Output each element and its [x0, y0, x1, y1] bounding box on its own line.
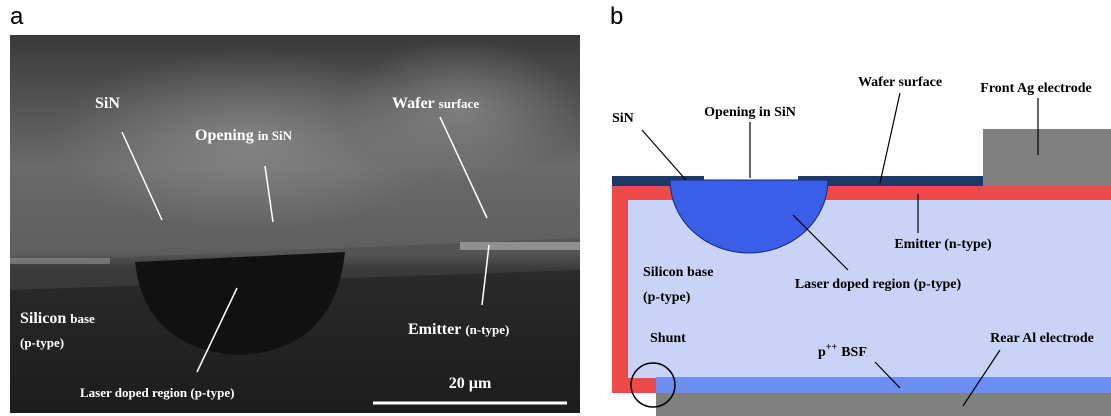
pointer: [880, 93, 900, 183]
label: Laser doped region (p-type): [80, 385, 234, 400]
label: Shunt: [650, 331, 686, 346]
label: p++BSF: [818, 342, 867, 360]
micrograph: [10, 35, 580, 413]
label: Laser doped region (p-type): [795, 277, 962, 292]
label: Silicon base: [643, 265, 713, 280]
label: (p-type): [643, 290, 691, 305]
scale-label: 20 µm: [449, 375, 492, 392]
figure: a SiN Openingin SiN Wafersurface Silicon…: [0, 0, 1111, 416]
label: Wafer surface: [858, 75, 942, 90]
panel-letter: a: [10, 3, 24, 30]
label: (p-type): [20, 335, 64, 350]
pointer: [642, 130, 686, 180]
label: Emitter(n-type): [408, 321, 509, 338]
label: SiN: [612, 111, 634, 126]
label: Front Ag electrode: [980, 81, 1091, 96]
label: Rear Al electrode: [990, 331, 1094, 346]
label: Opening in SiN: [704, 105, 796, 120]
label: SiN: [95, 95, 120, 112]
label: Emitter (n-type): [894, 237, 992, 252]
panel-letter: b: [610, 3, 623, 30]
